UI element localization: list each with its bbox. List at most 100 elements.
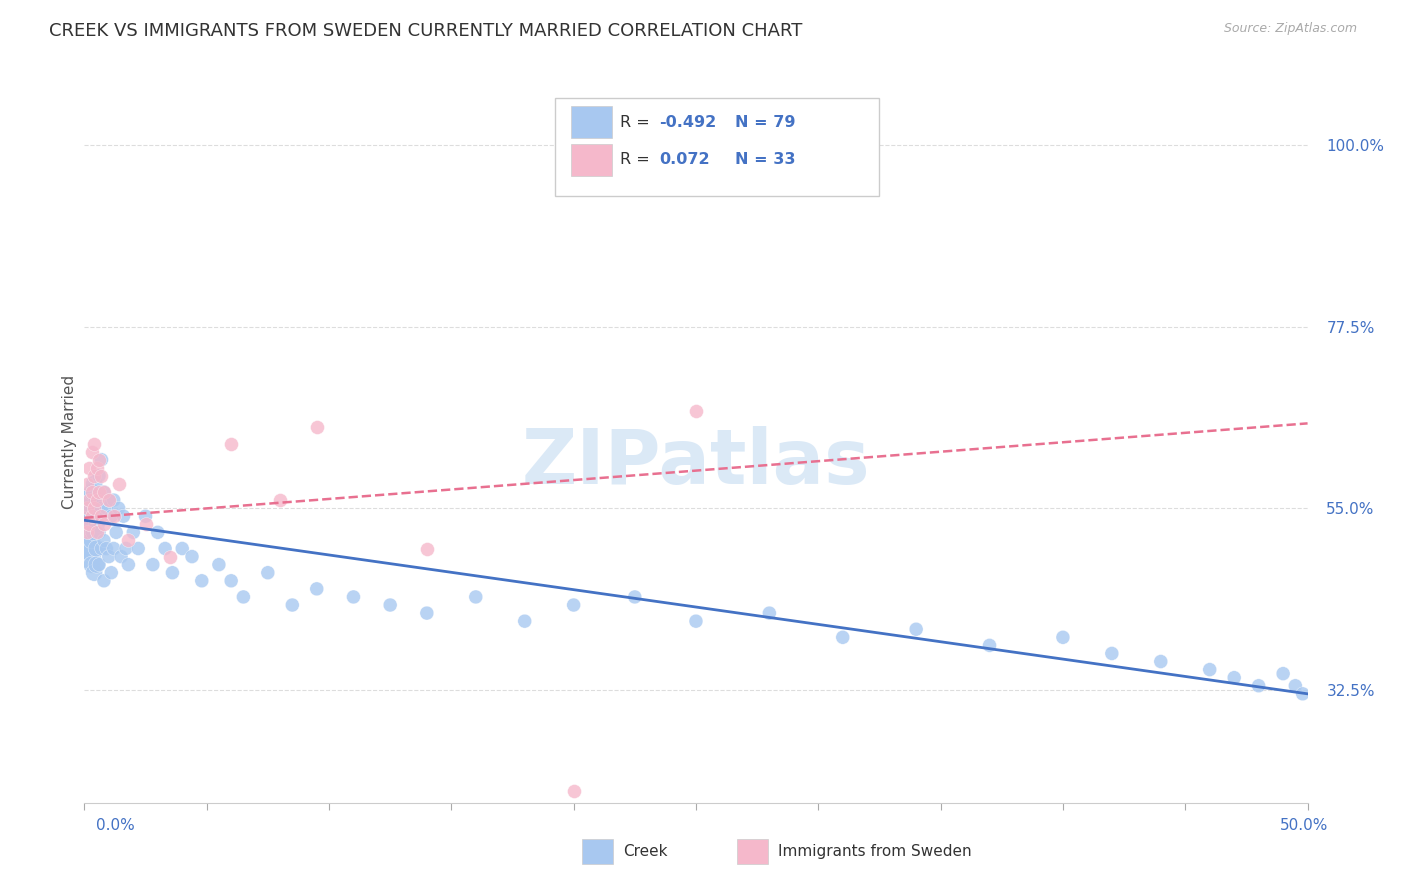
Text: N = 79: N = 79: [735, 115, 796, 129]
Text: 0.072: 0.072: [659, 153, 710, 167]
Point: [77, 493, 100, 508]
Point: [162, 566, 184, 580]
Point: [281, 598, 304, 612]
Point: [80, 485, 103, 500]
Point: [76, 525, 98, 540]
Point: [97, 493, 120, 508]
Point: [86, 541, 108, 556]
Text: Source: ZipAtlas.com: Source: ZipAtlas.com: [1223, 22, 1357, 36]
Text: 50.0%: 50.0%: [1281, 818, 1329, 832]
Point: [80, 485, 103, 500]
Point: [93, 485, 115, 500]
Point: [80, 509, 103, 524]
Point: [416, 541, 439, 556]
Point: [232, 590, 254, 604]
Point: [76, 541, 98, 556]
Point: [979, 639, 1001, 653]
Point: [87, 558, 110, 572]
Point: [305, 582, 328, 596]
Point: [77, 493, 100, 508]
Point: [135, 509, 157, 524]
Point: [80, 517, 103, 532]
Point: [219, 436, 242, 450]
Point: [219, 574, 242, 588]
Point: [305, 420, 328, 434]
Point: [153, 541, 176, 556]
Point: [380, 598, 402, 612]
Point: [103, 493, 125, 508]
Point: [93, 517, 115, 532]
Point: [77, 501, 100, 516]
Point: [112, 509, 135, 524]
Point: [562, 598, 585, 612]
Point: [122, 525, 145, 540]
Point: [685, 614, 707, 628]
Point: [562, 783, 585, 797]
Point: [86, 525, 108, 540]
Point: [181, 549, 204, 564]
Point: [685, 404, 707, 418]
Point: [93, 574, 115, 588]
Point: [1052, 630, 1074, 644]
Point: [127, 541, 149, 556]
Point: [1101, 647, 1123, 661]
Point: [86, 517, 108, 532]
Point: [83, 468, 105, 483]
Point: [117, 558, 139, 572]
Point: [93, 485, 115, 500]
Point: [513, 614, 536, 628]
Point: [172, 541, 194, 556]
Point: [80, 558, 103, 572]
Y-axis label: Currently Married: Currently Married: [62, 375, 77, 508]
Point: [110, 549, 132, 564]
Point: [159, 549, 181, 564]
Point: [76, 525, 98, 540]
Point: [83, 477, 105, 491]
Point: [87, 485, 110, 500]
Point: [1272, 666, 1295, 681]
Point: [83, 509, 105, 524]
Point: [77, 549, 100, 564]
Point: [76, 501, 98, 516]
Point: [96, 541, 118, 556]
Point: [90, 501, 112, 516]
Point: [1247, 679, 1270, 693]
Point: [93, 533, 115, 548]
Point: [76, 509, 98, 524]
Point: [624, 590, 647, 604]
Point: [76, 477, 98, 491]
Point: [146, 525, 169, 540]
Text: R =: R =: [620, 153, 655, 167]
Point: [1284, 679, 1306, 693]
Point: [83, 436, 105, 450]
Point: [103, 509, 125, 524]
Point: [758, 606, 780, 620]
Point: [96, 501, 118, 516]
Point: [191, 574, 214, 588]
Text: ZIPatlas: ZIPatlas: [522, 426, 870, 500]
Point: [269, 493, 291, 508]
Text: CREEK VS IMMIGRANTS FROM SWEDEN CURRENTLY MARRIED CORRELATION CHART: CREEK VS IMMIGRANTS FROM SWEDEN CURRENTL…: [49, 22, 803, 40]
Point: [80, 533, 103, 548]
Point: [100, 509, 122, 524]
Point: [83, 501, 105, 516]
Point: [83, 525, 105, 540]
Point: [117, 533, 139, 548]
Point: [90, 452, 112, 467]
Point: [831, 630, 853, 644]
Point: [77, 517, 100, 532]
Text: R =: R =: [620, 115, 655, 129]
Point: [464, 590, 486, 604]
Point: [416, 606, 439, 620]
Point: [103, 541, 125, 556]
Point: [87, 525, 110, 540]
Point: [142, 558, 165, 572]
Point: [87, 452, 110, 467]
Point: [97, 493, 120, 508]
Point: [107, 477, 129, 491]
Text: Creek: Creek: [623, 845, 668, 859]
Point: [342, 590, 364, 604]
Point: [86, 493, 108, 508]
Point: [208, 558, 231, 572]
Point: [1198, 663, 1220, 677]
